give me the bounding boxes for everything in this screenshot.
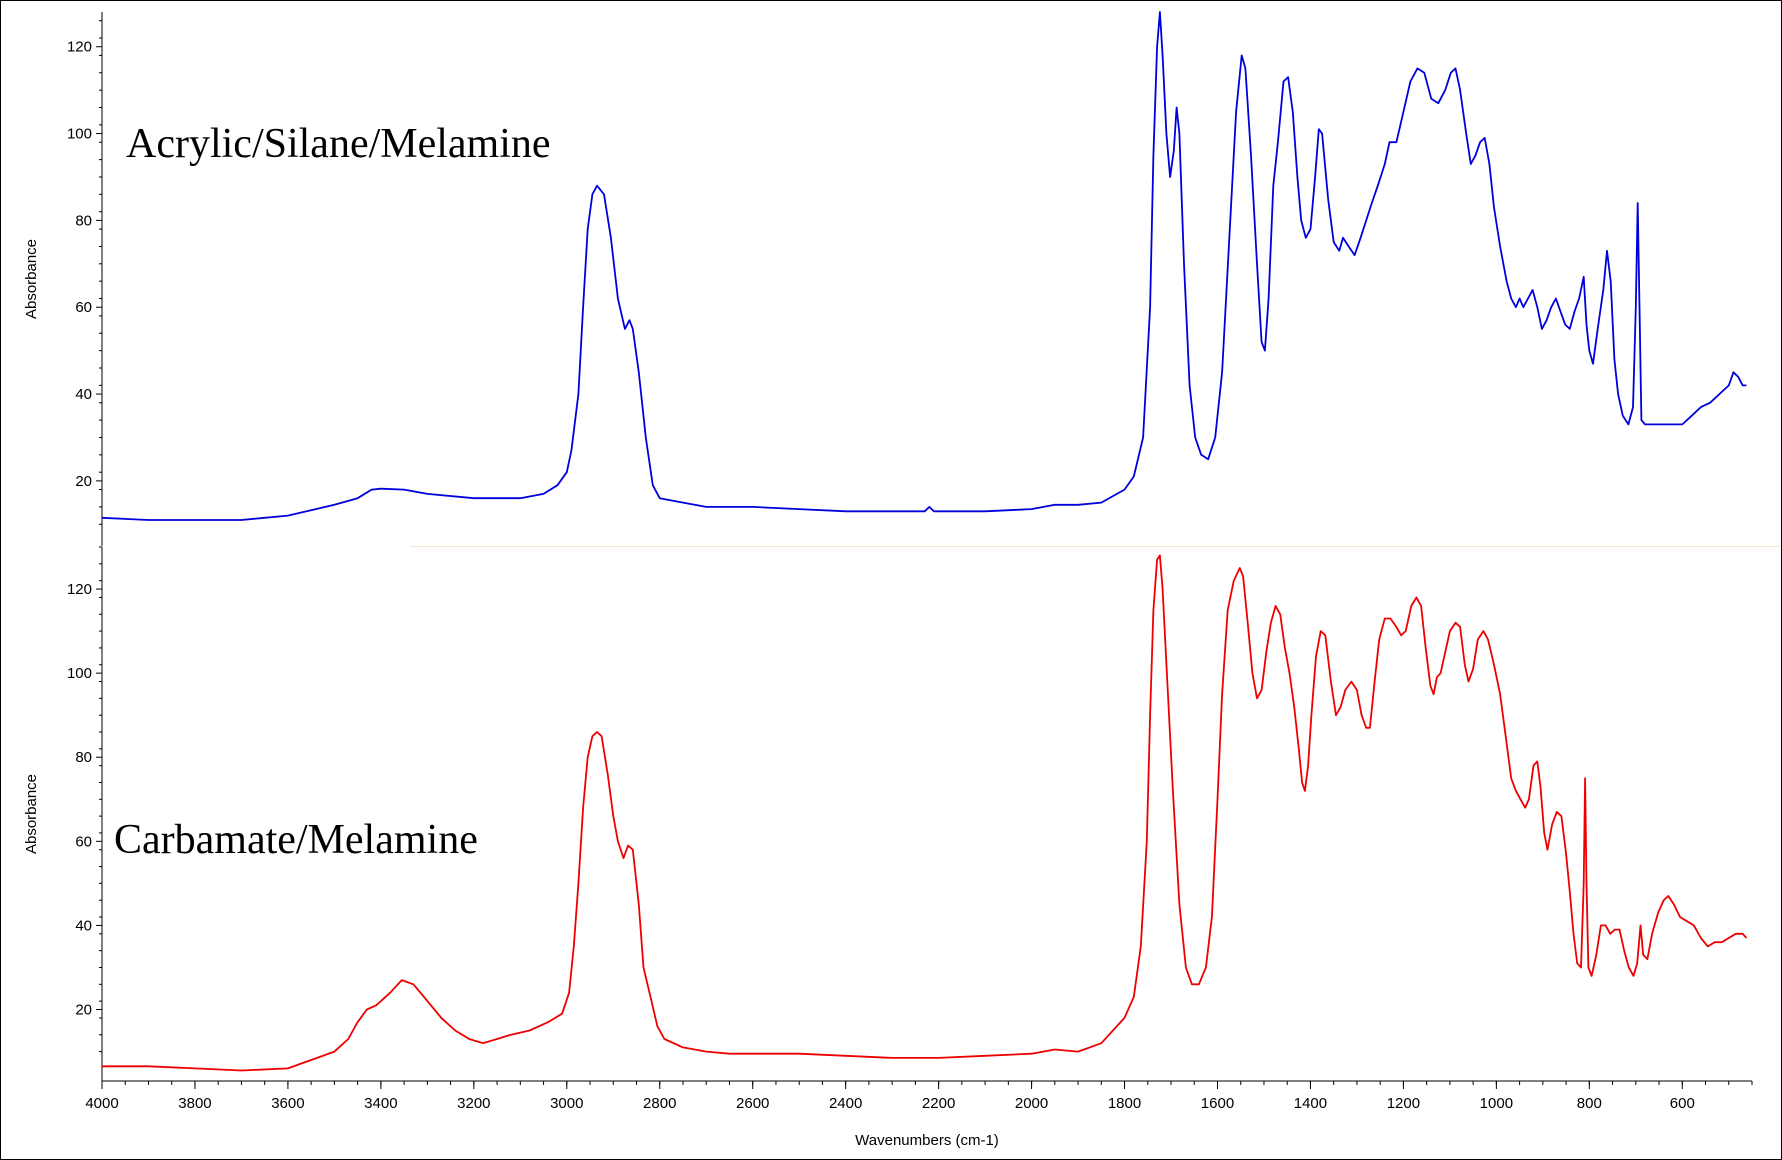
- x-tick-label: 800: [1577, 1095, 1602, 1112]
- x-tick-label: 3400: [364, 1095, 397, 1112]
- x-tick-label: 3600: [271, 1095, 304, 1112]
- x-tick-label: 2000: [1015, 1095, 1048, 1112]
- spectrum-line-bottom: [102, 554, 1748, 1072]
- x-tick-label: 2200: [922, 1095, 955, 1112]
- panel-annotation-bottom: Carbamate/Melamine: [114, 817, 478, 863]
- y-tick-label: 100: [67, 126, 92, 143]
- x-tick-label: 3800: [178, 1095, 211, 1112]
- x-tick-label: 3000: [550, 1095, 583, 1112]
- y-tick-label: 40: [75, 386, 92, 403]
- x-tick-label: 3200: [457, 1095, 490, 1112]
- y-tick-label: 80: [75, 749, 92, 766]
- y-tick-label: 100: [67, 665, 92, 682]
- x-tick-label: 1600: [1201, 1095, 1234, 1112]
- y-tick-label: 60: [75, 299, 92, 316]
- spectrum-line-top: [101, 11, 1747, 521]
- x-tick-label: 4000: [85, 1095, 118, 1112]
- y-axis-label-top: Absorbance: [23, 239, 40, 319]
- x-tick-label: 1000: [1480, 1095, 1513, 1112]
- panel-annotation-top: Acrylic/Silane/Melamine: [126, 121, 551, 167]
- y-tick-label: 20: [75, 473, 92, 490]
- x-axis-label: Wavenumbers (cm-1): [855, 1132, 999, 1149]
- x-tick-label: 2800: [643, 1095, 676, 1112]
- y-tick-label: 120: [67, 581, 92, 598]
- x-tick-label: 1800: [1108, 1095, 1141, 1112]
- y-axis-label-bottom: Absorbance: [23, 774, 40, 854]
- y-tick-label: 20: [75, 1002, 92, 1019]
- x-tick-label: 2600: [736, 1095, 769, 1112]
- y-tick-label: 80: [75, 212, 92, 229]
- y-tick-label: 40: [75, 917, 92, 934]
- y-tick-label: 60: [75, 833, 92, 850]
- x-tick-label: 600: [1670, 1095, 1695, 1112]
- x-tick-label: 1400: [1294, 1095, 1327, 1112]
- y-tick-label: 120: [67, 39, 92, 56]
- x-tick-label: 1200: [1387, 1095, 1420, 1112]
- x-tick-label: 2400: [829, 1095, 862, 1112]
